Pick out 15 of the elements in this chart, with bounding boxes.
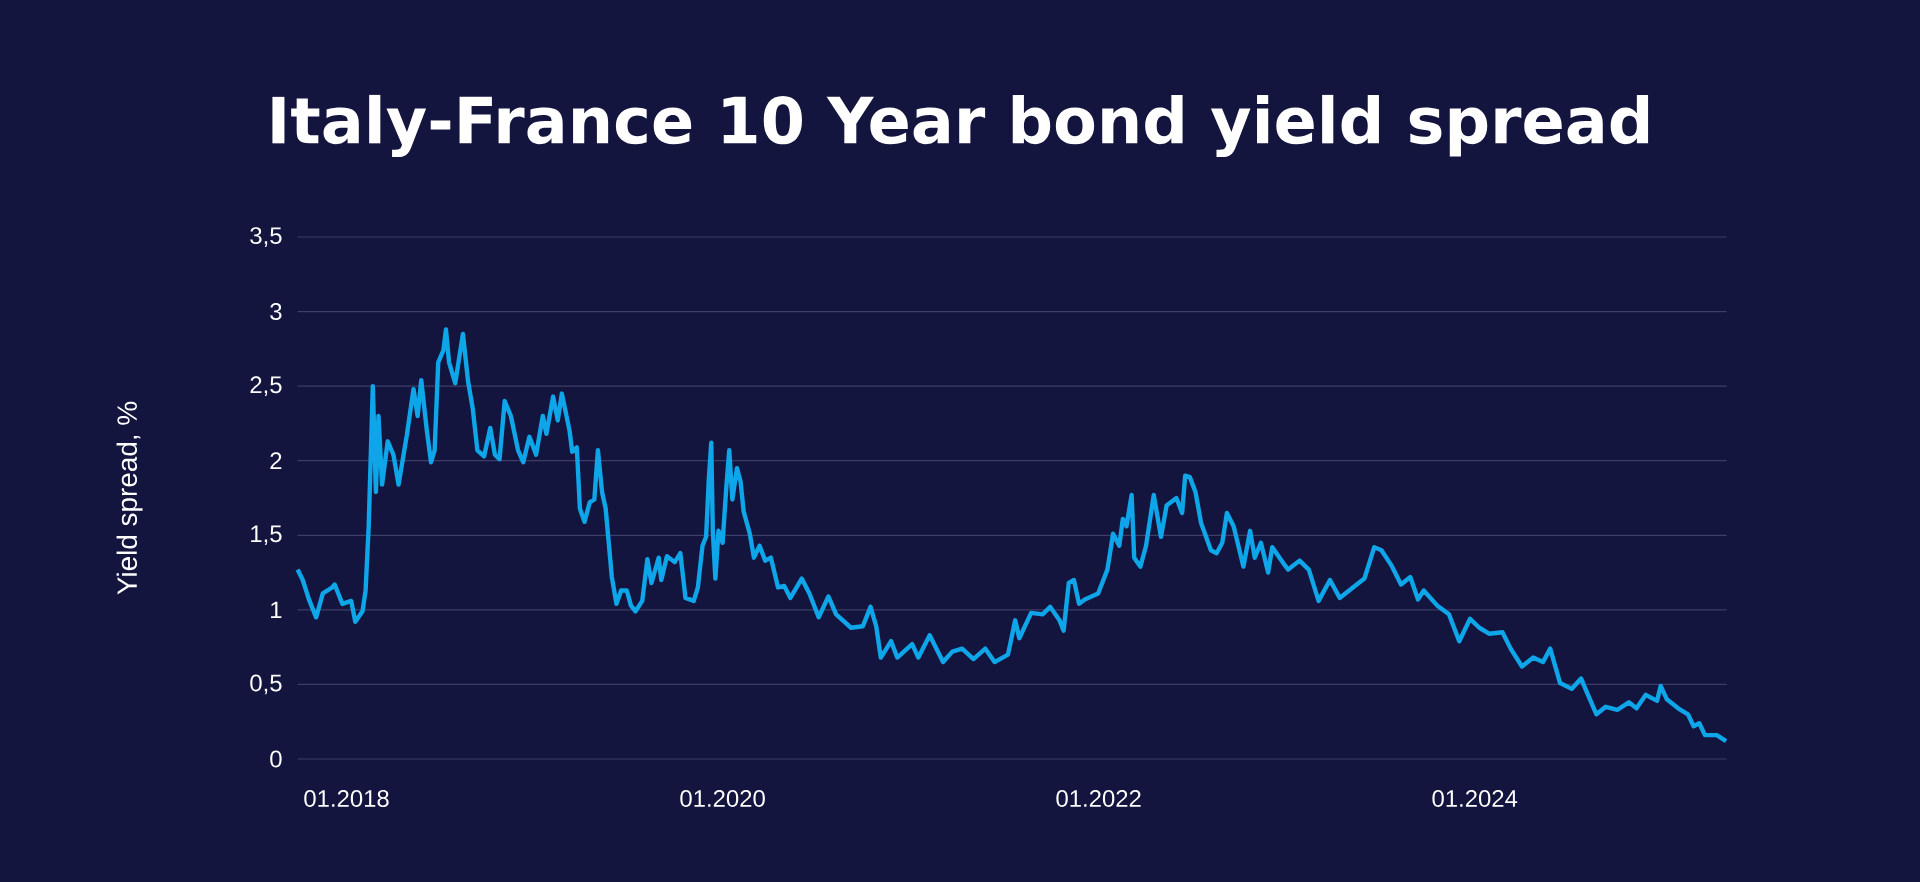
y-tick-label: 0	[270, 750, 282, 768]
y-tick-label: 1	[271, 601, 282, 619]
y-tick-label: 2	[270, 452, 282, 470]
y-axis-title: Yield spread, %	[116, 401, 143, 595]
x-tick-label: 01.2022	[1056, 790, 1141, 807]
y-tick-label: 0,5	[250, 674, 282, 695]
x-tick-label: 01.2020	[680, 790, 765, 807]
y-tick-label: 3	[270, 303, 282, 321]
y-tick-label: 2,5	[250, 376, 282, 397]
y-tick-label: 1,5	[251, 525, 282, 546]
chart-title: Italy-France 10 Year bond yield spread	[272, 94, 1649, 158]
x-tick-label: 01.2018	[304, 790, 389, 807]
x-tick-label: 01.2024	[1432, 790, 1518, 807]
y-tick-label: 3,5	[250, 227, 282, 247]
line-series	[295, 327, 1729, 744]
